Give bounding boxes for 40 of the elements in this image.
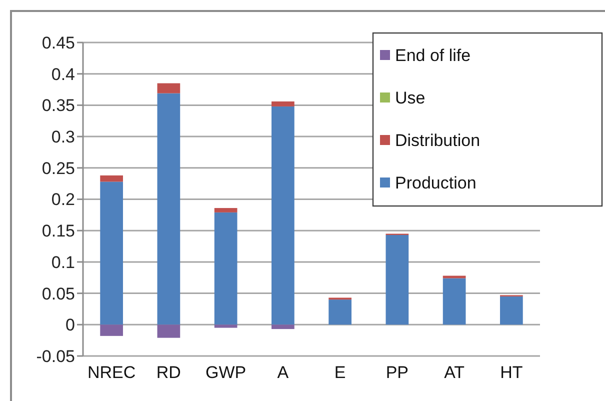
bar: [100, 175, 123, 182]
x-tick-label: NREC: [87, 363, 136, 382]
y-tick-label: 0.25: [42, 158, 75, 178]
y-tick-label: -0.05: [36, 346, 75, 366]
bar: [214, 208, 238, 212]
y-tick-label: 0.05: [42, 284, 75, 304]
y-tick-label: 0.2: [51, 190, 75, 210]
bar: [100, 182, 123, 325]
bar: [214, 212, 238, 325]
y-tick-label: 0.3: [51, 128, 75, 146]
y-tick-label: 0.1: [51, 252, 75, 272]
x-tick-label: RD: [156, 363, 181, 382]
bar: [442, 278, 466, 325]
bar: [157, 324, 180, 338]
bar: [157, 83, 180, 94]
legend-label: End of life: [395, 46, 471, 65]
x-tick-label: E: [334, 363, 346, 382]
legend-label: Distribution: [395, 130, 480, 150]
y-tick-label: 0.4: [51, 64, 75, 84]
x-tick-label: HT: [500, 363, 523, 382]
legend-label: Production: [395, 173, 476, 192]
bar: [157, 93, 180, 325]
x-tick-label: A: [277, 363, 290, 382]
bar: [100, 324, 123, 336]
y-tick-label: 0: [66, 316, 75, 335]
bar: [442, 276, 466, 278]
y-tick-label: 0.15: [42, 222, 75, 241]
bar: [272, 324, 294, 330]
bar: [272, 101, 294, 106]
x-tick-label: AT: [444, 363, 465, 382]
bar: [328, 300, 352, 325]
bar: [272, 106, 294, 325]
bar: [500, 296, 523, 325]
y-tick-label: 0.45: [42, 33, 75, 52]
bar: [386, 234, 409, 325]
bar: [214, 324, 238, 328]
x-tick-label: PP: [386, 363, 409, 382]
legend-label: Use: [395, 88, 426, 108]
y-tick-label: 0.35: [42, 96, 75, 116]
x-tick-label: GWP: [206, 363, 246, 382]
